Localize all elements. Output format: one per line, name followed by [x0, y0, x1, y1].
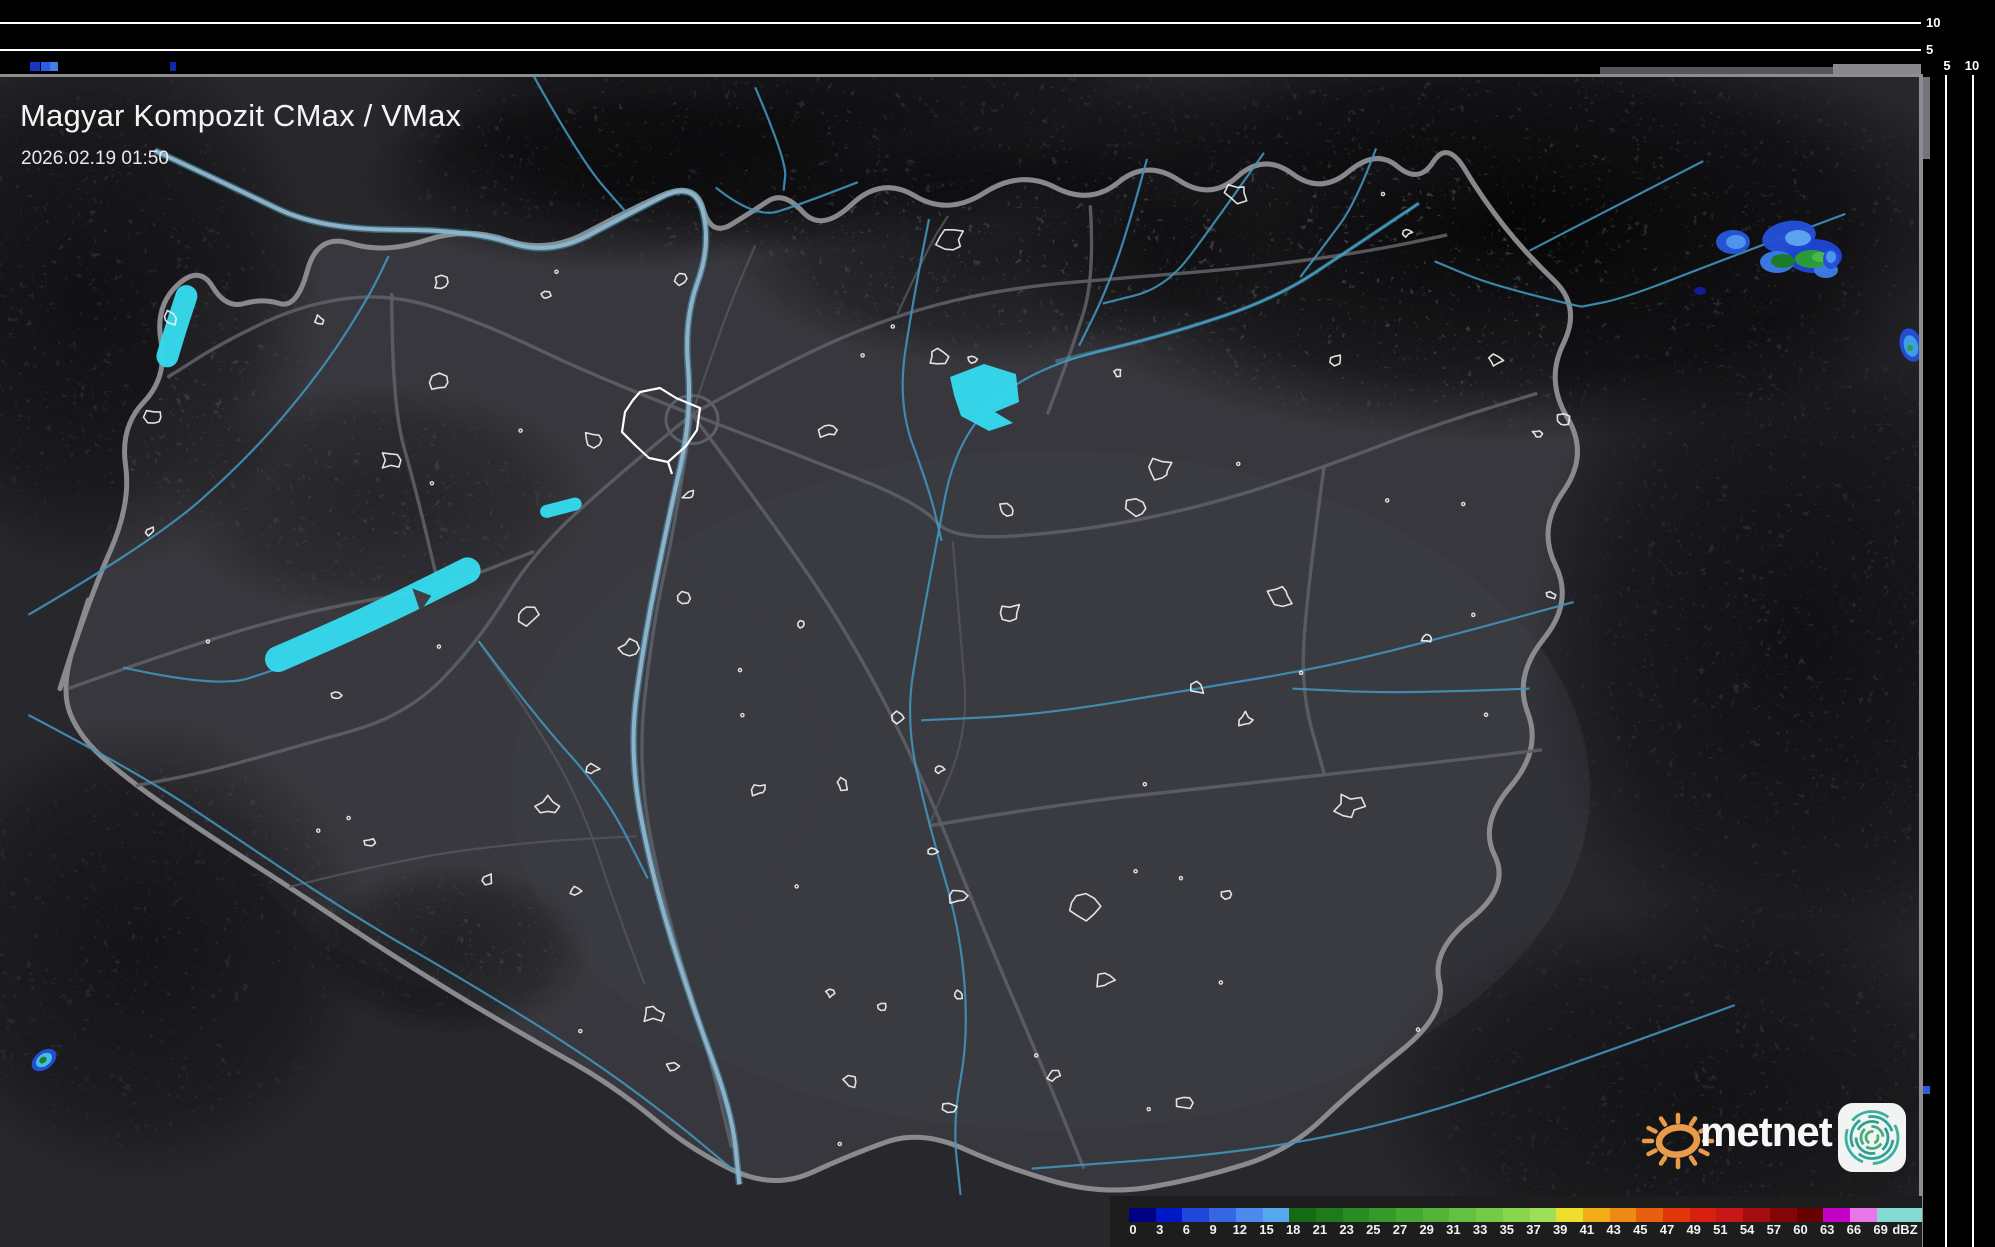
timestamp: 2026.02.19 01:50 — [21, 148, 169, 169]
dbz-color-cell — [1876, 1208, 1922, 1222]
dbz-tick-label: 29 — [1419, 1222, 1434, 1237]
dbz-tick-label: 35 — [1499, 1222, 1515, 1237]
radar-echo-cell — [1907, 345, 1913, 351]
dbz-color-cell — [1342, 1208, 1370, 1222]
dbz-color-cell — [1556, 1208, 1584, 1222]
dbz-colorbar: 0 3 6 9 12 15 18 21 23 25 27 29 31 33 35 37 39 41 43 45 47 49… — [1110, 1196, 1922, 1247]
dbz-tick-label: 45 — [1633, 1222, 1648, 1237]
dbz-color-cell — [1155, 1208, 1183, 1222]
dbz-tick-label: 66 — [1846, 1222, 1862, 1237]
dbz-tick-label: 3 — [1156, 1222, 1164, 1237]
dbz-tick-label: 18 — [1285, 1222, 1301, 1237]
dbz-tick-label: 6 — [1182, 1222, 1190, 1237]
page-title: Magyar Kompozit CMax / VMax — [20, 98, 462, 133]
dbz-color-cell — [1262, 1208, 1290, 1222]
dbz-color-cell — [1369, 1208, 1397, 1222]
dbz-color-cell — [1769, 1208, 1797, 1222]
dbz-tick-label: 9 — [1209, 1222, 1217, 1237]
dbz-tick-label: 41 — [1579, 1222, 1595, 1237]
dbz-color-cell — [1502, 1208, 1530, 1222]
dbz-tick-label: 47 — [1659, 1222, 1675, 1237]
budapest-outline — [620, 386, 702, 475]
top-profile-panel — [0, 0, 1922, 75]
radar-echo-cell — [1771, 254, 1795, 268]
dbz-tick-label: 23 — [1339, 1222, 1354, 1237]
radar-echo-cell — [1726, 235, 1746, 249]
dbz-tick-label: 54 — [1739, 1222, 1755, 1237]
danube-river — [153, 148, 742, 1185]
metnet-wordmark: metnet — [1700, 1108, 1833, 1155]
dbz-color-cell — [1743, 1208, 1771, 1222]
side-axis-tick-5: 5 — [1943, 58, 1951, 73]
dbz-tick-label: 69 — [1873, 1222, 1888, 1237]
dbz-color-cell — [1716, 1208, 1744, 1222]
dbz-color-cell — [1849, 1208, 1878, 1222]
top-axis-tick-5: 5 — [1926, 42, 1934, 57]
metnet-app-icon — [1838, 1103, 1906, 1172]
dbz-color-cell — [1449, 1208, 1477, 1222]
dbz-tick-label: 27 — [1392, 1222, 1408, 1237]
dbz-tick-label: 33 — [1472, 1222, 1488, 1237]
dbz-tick-label: 0 — [1129, 1222, 1137, 1237]
dbz-tick-label: 51 — [1713, 1222, 1728, 1237]
dbz-color-cell — [1796, 1208, 1824, 1222]
dbz-tick-label: 49 — [1686, 1222, 1701, 1237]
dbz-color-cell — [1689, 1208, 1717, 1222]
dbz-color-cell — [1663, 1208, 1691, 1222]
dbz-tick-label: 63 — [1819, 1222, 1835, 1237]
metnet-logo — [1641, 1103, 1906, 1172]
dbz-tick-label: 57 — [1766, 1222, 1782, 1237]
dbz-tick-label: 21 — [1312, 1222, 1328, 1237]
dbz-color-cell — [1209, 1208, 1237, 1222]
dbz-tick-label: 12 — [1232, 1222, 1248, 1237]
dbz-color-cell — [1582, 1208, 1611, 1222]
dbz-tick-label: 60 — [1793, 1222, 1808, 1237]
dbz-tick-label: 25 — [1366, 1222, 1381, 1237]
dbz-color-cell — [1182, 1208, 1210, 1222]
lake-ferto — [156, 285, 198, 368]
dbz-tick-label: 15 — [1259, 1222, 1274, 1237]
dbz-color-cell — [1609, 1208, 1637, 1222]
dbz-color-cell — [1636, 1208, 1664, 1222]
side-axis-tick-10: 10 — [1964, 58, 1980, 73]
dbz-color-cell — [1476, 1208, 1504, 1222]
dbz-tick-label: 43 — [1606, 1222, 1621, 1237]
metnet-sun-icon — [1641, 1112, 1715, 1170]
side-profile-panel — [1922, 0, 1995, 1247]
dbz-tick-label: 31 — [1446, 1222, 1461, 1237]
dbz-unit-label: dBZ — [1892, 1222, 1918, 1237]
radar-echo-cell — [39, 1056, 47, 1064]
dbz-color-cell — [1235, 1208, 1263, 1222]
radar-echo-cell — [1694, 287, 1706, 295]
radar-echo-cell — [1785, 230, 1811, 246]
lake-velence — [540, 497, 582, 518]
dbz-color-cell — [1289, 1208, 1317, 1222]
dbz-color-cell — [1529, 1208, 1557, 1222]
dbz-color-cell — [1823, 1208, 1851, 1222]
dbz-color-cell — [1315, 1208, 1344, 1222]
dbz-color-cell — [1422, 1208, 1450, 1222]
town-outlines — [142, 184, 1571, 1147]
radar-echo-cell — [1826, 251, 1836, 263]
dbz-color-cell — [1129, 1208, 1157, 1222]
lake-tisza — [950, 364, 1019, 431]
dbz-color-cell — [1396, 1208, 1424, 1222]
radar-echo-layer — [31, 220, 1923, 1072]
hungary-border — [57, 150, 1580, 1193]
top-axis-tick-10: 10 — [1926, 15, 1941, 30]
dbz-tick-label: 39 — [1552, 1222, 1568, 1237]
dbz-tick-label: 37 — [1526, 1222, 1541, 1237]
